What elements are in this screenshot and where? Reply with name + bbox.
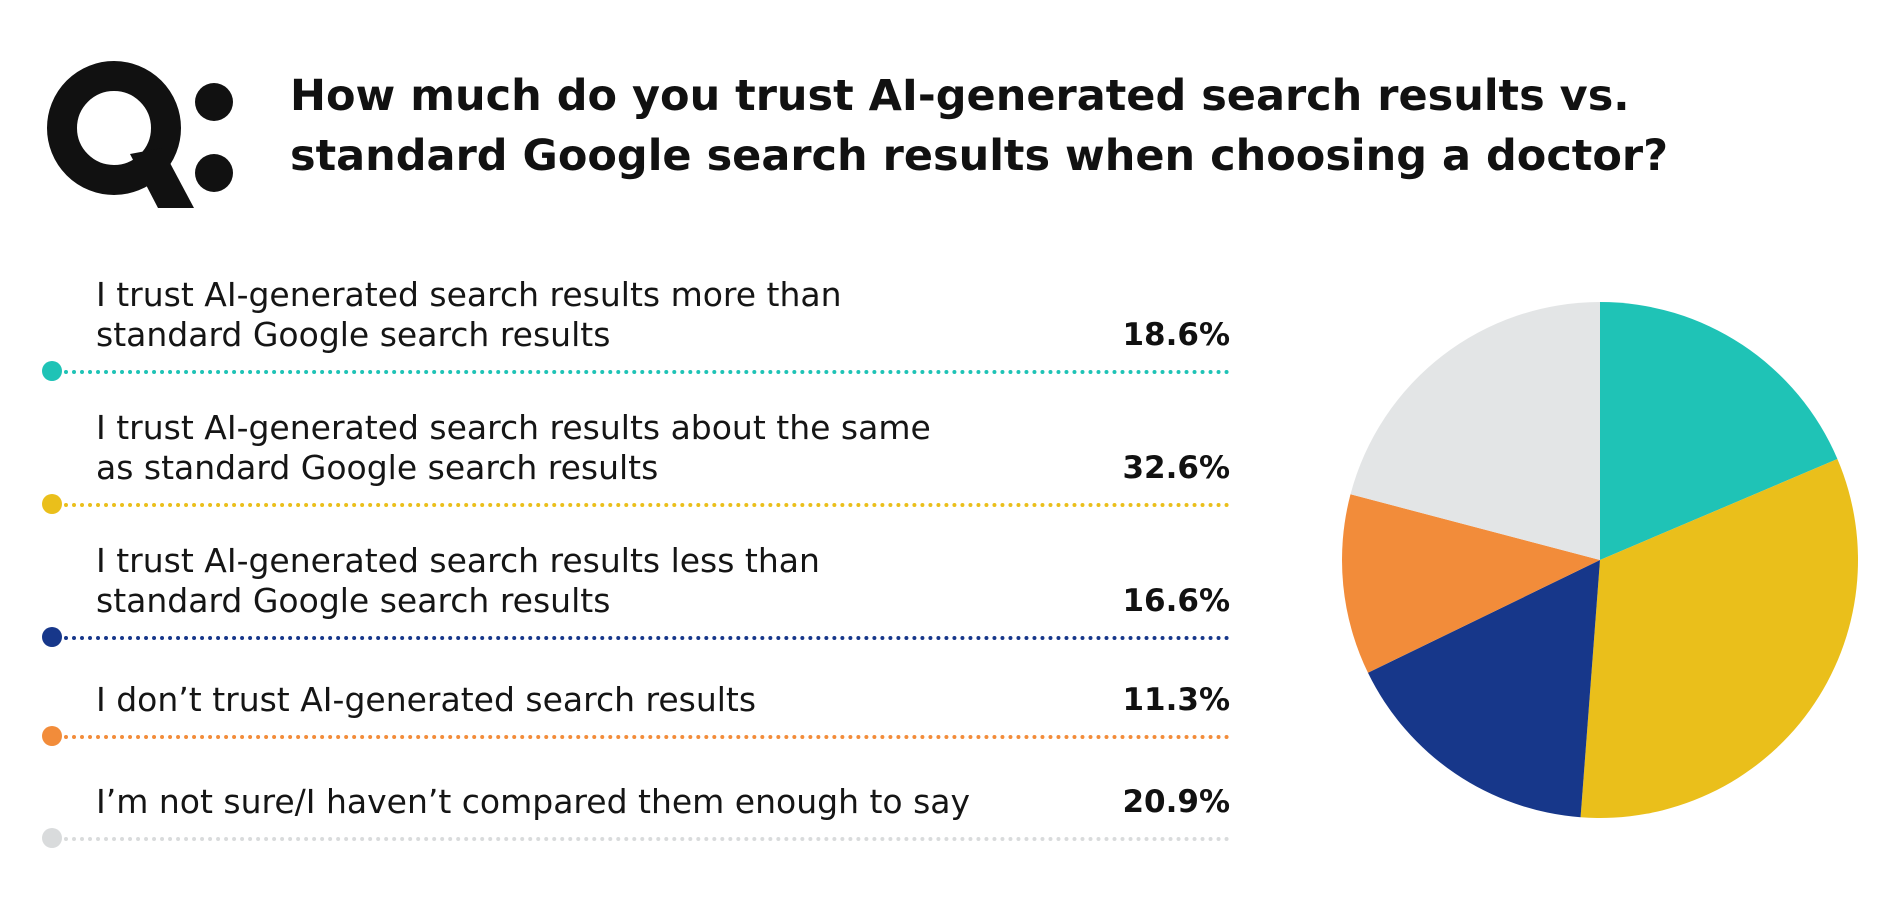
legend-value: 18.6% [1122, 317, 1230, 353]
legend-label-line: I trust AI-generated search results more… [96, 275, 842, 314]
legend-value: 20.9% [1122, 784, 1230, 820]
dotted-leader [64, 503, 1230, 507]
legend-label-line: as standard Google search results [96, 448, 659, 487]
legend-label: I trust AI-generated search results less… [96, 541, 1056, 621]
legend-value: 16.6% [1122, 583, 1230, 619]
legend-label: I’m not sure/I haven’t compared them eno… [96, 782, 1056, 822]
legend-dot [42, 361, 62, 381]
pie-slice-2 [1580, 459, 1858, 818]
pie-slice-3 [1367, 560, 1600, 818]
legend-dot [42, 828, 62, 848]
chart-title-line: standard Google search results when choo… [290, 131, 1669, 181]
legend-label-line: I don’t trust AI-generated search result… [96, 680, 757, 719]
legend-label-line: I trust AI-generated search results abou… [96, 408, 931, 447]
pie-chart [1342, 302, 1858, 818]
legend-label-line: I trust AI-generated search results less… [96, 541, 820, 580]
dotted-leader [64, 837, 1230, 841]
legend-item-trust-same: I trust AI-generated search results abou… [40, 270, 1230, 514]
legend-dot [42, 627, 62, 647]
dotted-leader [64, 370, 1230, 374]
pie-slice-4 [1342, 494, 1600, 673]
dotted-leader [64, 636, 1230, 640]
legend-label-line: standard Google search results [96, 581, 611, 620]
chart-title: How much do you trust AI-generated searc… [290, 66, 1850, 186]
pie-slice-1 [1600, 302, 1838, 560]
dotted-leader [64, 735, 1230, 739]
legend-value: 11.3% [1122, 682, 1230, 718]
legend-label-line: I’m not sure/I haven’t compared them eno… [96, 782, 971, 821]
legend-label-line: standard Google search results [96, 315, 611, 354]
legend-list: I trust AI-generated search results more… [40, 270, 1230, 860]
legend-label: I trust AI-generated search results abou… [96, 408, 1056, 488]
legend-label: I don’t trust AI-generated search result… [96, 680, 1056, 720]
legend-value: 32.6% [1122, 450, 1230, 486]
legend-item-trust-more: I trust AI-generated search results more… [40, 270, 1230, 381]
legend-label: I trust AI-generated search results more… [96, 275, 1056, 355]
legend-item-dont-trust: I don’t trust AI-generated search result… [40, 270, 1230, 746]
q-mark-logo [47, 61, 233, 208]
pie-slice-5 [1350, 302, 1600, 560]
legend-dot [42, 494, 62, 514]
legend-item-trust-less: I trust AI-generated search results less… [40, 270, 1230, 647]
legend-dot [42, 726, 62, 746]
legend-item-not-sure: I’m not sure/I haven’t compared them eno… [40, 270, 1230, 848]
chart-title-line: How much do you trust AI-generated searc… [290, 71, 1630, 121]
